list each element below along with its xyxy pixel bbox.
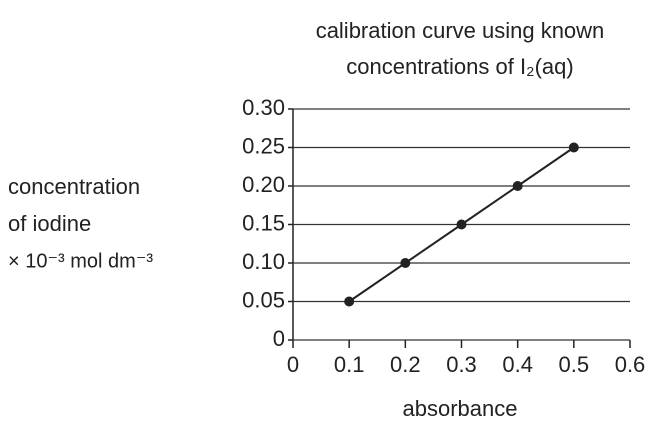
point — [400, 258, 411, 268]
x-tick-label: 0.4 — [502, 352, 533, 377]
x-tick-label: 0 — [287, 352, 299, 377]
y-tick-label: 0.20 — [242, 172, 285, 197]
point — [568, 142, 579, 153]
x-tick-label: 0.3 — [446, 352, 477, 377]
y-tick-label: 0.30 — [242, 95, 285, 120]
chart-title: concentrations of I₂(aq) — [346, 54, 573, 79]
y-axis-label: concentration — [8, 174, 140, 199]
x-axis-label: absorbance — [403, 396, 518, 421]
point — [344, 296, 355, 307]
point — [456, 219, 467, 230]
x-tick-label: 0.6 — [615, 352, 646, 377]
point — [512, 181, 523, 191]
x-tick-label: 0.5 — [559, 352, 590, 377]
chart-title: calibration curve using known — [316, 18, 605, 43]
y-tick-label: 0.25 — [242, 133, 285, 158]
x-tick-label: 0.2 — [390, 352, 421, 377]
x-tick-label: 0.1 — [334, 352, 365, 377]
y-tick-label: 0.05 — [242, 287, 285, 312]
y-tick-label: 0.15 — [242, 210, 285, 235]
y-axis-label: of iodine — [8, 211, 91, 236]
y-axis-label: × 10⁻³ mol dm⁻³ — [8, 250, 153, 272]
y-tick-label: 0.10 — [242, 249, 285, 274]
y-tick-label: 0 — [273, 326, 285, 351]
